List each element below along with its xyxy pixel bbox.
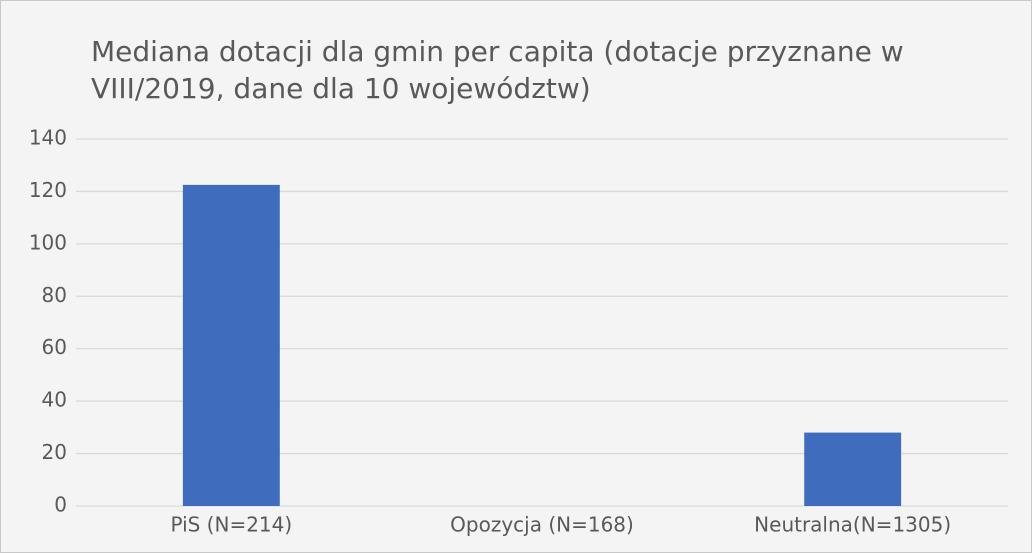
x-tick-label: Neutralna(N=1305)	[754, 513, 951, 537]
y-tick-label: 80	[42, 283, 67, 307]
y-tick-label: 40	[42, 388, 67, 412]
y-tick-label: 60	[42, 335, 67, 359]
y-tick-label: 0	[54, 493, 67, 517]
y-tick-label: 20	[42, 440, 67, 464]
y-tick-label: 100	[29, 230, 67, 254]
y-tick-label: 140	[29, 126, 67, 150]
x-tick-label: Opozycja (N=168)	[450, 513, 634, 537]
chart-title: Mediana dotacji dla gmin per capita (dot…	[91, 35, 904, 105]
bar	[182, 184, 280, 506]
bar	[804, 432, 902, 506]
y-tick-label: 120	[29, 178, 67, 202]
x-tick-label: PiS (N=214)	[170, 513, 292, 537]
